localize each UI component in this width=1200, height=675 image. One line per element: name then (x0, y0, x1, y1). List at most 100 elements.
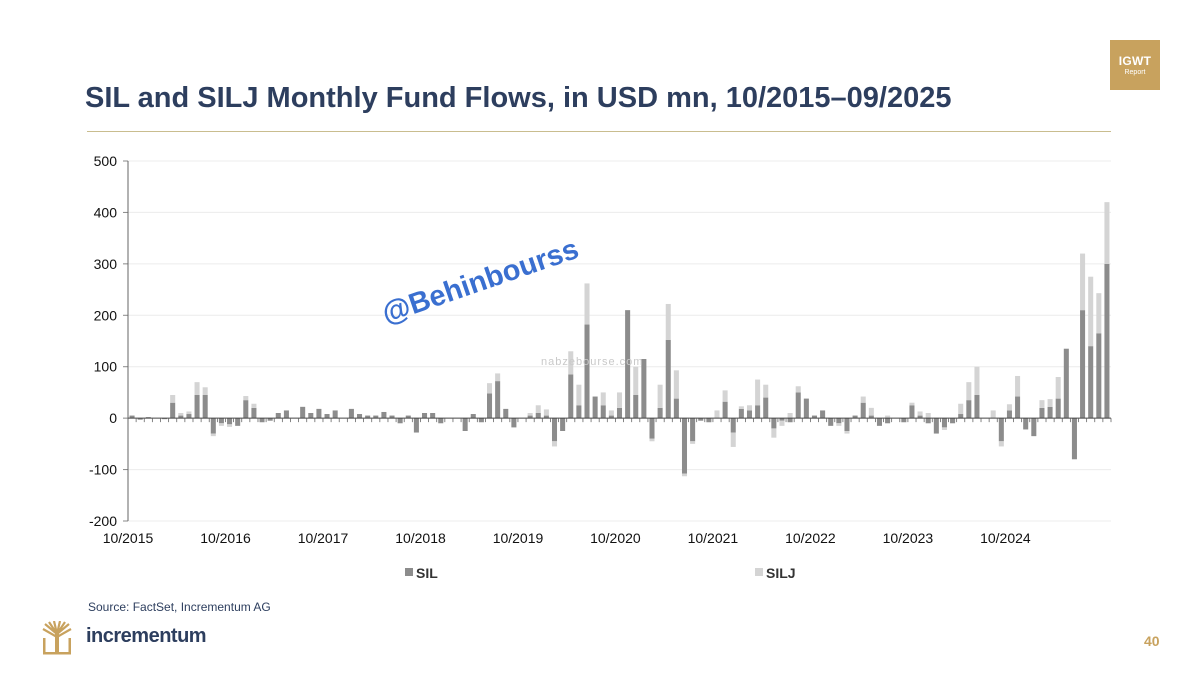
sil-bar (1088, 346, 1094, 419)
silj-bar (1088, 276, 1094, 347)
sil-bar (795, 392, 801, 419)
sil-bar (194, 395, 200, 419)
silj-bar (990, 410, 996, 419)
x-tick-label: 10/2021 (688, 530, 739, 546)
source-note: Source: FactSet, Incrementum AG (88, 600, 271, 614)
sil-bar (235, 418, 241, 426)
sil-bar (885, 418, 891, 424)
sil-bar (876, 418, 882, 426)
sil-bar (909, 405, 915, 419)
silj-bar (227, 424, 233, 427)
sil-bar (722, 401, 728, 419)
sil-bar (430, 413, 436, 419)
sil-bar (332, 410, 338, 419)
sil-bar (592, 396, 598, 419)
report-badge: IGWT Report (1110, 40, 1160, 90)
x-tick-label: 10/2024 (980, 530, 1031, 546)
title-divider (87, 131, 1111, 132)
silj-bar (649, 438, 655, 442)
silj-bar (1047, 399, 1053, 407)
silj-bar (730, 432, 736, 447)
sil-bar (357, 414, 363, 419)
x-tick-label: 10/2023 (883, 530, 934, 546)
sil-bar (950, 418, 956, 424)
silj-bar (771, 428, 777, 438)
sil-bar (649, 418, 655, 439)
sil-bar (202, 395, 208, 419)
sil-bar (771, 418, 777, 429)
x-tick-label: 10/2019 (493, 530, 544, 546)
sil-bar (844, 418, 850, 431)
silj-bar (836, 423, 842, 426)
silj-bar (1104, 202, 1110, 264)
sil-bar (633, 395, 639, 419)
x-tick-label: 10/2018 (395, 530, 446, 546)
sil-bar (178, 415, 184, 419)
y-tick-label: 300 (94, 256, 118, 272)
silj-bar (186, 411, 192, 415)
silj-bar (885, 415, 891, 419)
silj-bar (665, 303, 671, 340)
sil-bar (543, 415, 549, 419)
sil-bar (129, 415, 135, 419)
sil-bar (608, 415, 614, 419)
silj-bar (551, 441, 558, 447)
sil-bar (828, 418, 834, 426)
sil-bar (210, 418, 216, 434)
silj-bar (958, 403, 964, 415)
silj-bar (966, 382, 972, 401)
sil-bar (227, 418, 233, 425)
sil-bar (698, 418, 704, 421)
sil-bar (137, 418, 143, 420)
silj-bar (1096, 293, 1102, 334)
silj-bar (755, 379, 761, 406)
brand-name: incrementum (86, 625, 207, 647)
sil-bar (690, 418, 696, 442)
sil-bar (495, 381, 501, 419)
x-tick-label: 10/2020 (590, 530, 641, 546)
silj-bar (608, 410, 614, 416)
sil-bar (673, 398, 679, 419)
silj-bar (576, 384, 582, 406)
chart-title: SIL and SILJ Monthly Fund Flows, in USD … (85, 82, 952, 114)
silj-bar (218, 423, 224, 426)
sil-bar (625, 310, 631, 419)
sil-bar (616, 407, 623, 419)
silj-bar (202, 387, 208, 395)
sil-bar (933, 418, 939, 434)
silj-bar (844, 431, 850, 434)
silj-bar (779, 420, 785, 426)
sil-bar (162, 418, 168, 420)
silj-bar (974, 366, 980, 395)
sil-bar (706, 418, 712, 423)
sil-bar (1071, 418, 1077, 460)
silj-bar (543, 409, 549, 416)
silj-bar (925, 413, 931, 419)
sil-bar (551, 418, 558, 442)
sil-bar (657, 407, 663, 419)
page-number: 40 (1144, 633, 1160, 649)
sil-bar (820, 410, 826, 419)
sil-bar (860, 402, 866, 419)
silj-bar (681, 473, 688, 477)
sil-bar (1063, 348, 1069, 419)
sil-bar (503, 408, 509, 419)
sil-bar (1055, 398, 1061, 419)
sil-bar (413, 418, 419, 433)
sil-bar (665, 339, 671, 419)
sil-bar (1096, 333, 1102, 419)
silj-bar (998, 441, 1004, 447)
sil-bar (600, 405, 606, 419)
silj-bar (909, 402, 915, 406)
sil-bar (243, 400, 249, 419)
silj-bar (616, 392, 623, 408)
badge-title: IGWT (1118, 54, 1152, 68)
silj-bar (1055, 377, 1061, 399)
silj-bar (763, 384, 769, 398)
sil-bar (1006, 410, 1012, 419)
sil-bar (917, 415, 923, 419)
legend-label: SIL (416, 565, 438, 581)
sil-bar (170, 402, 176, 419)
silj-bar (535, 405, 541, 413)
y-tick-label: 0 (109, 410, 117, 426)
